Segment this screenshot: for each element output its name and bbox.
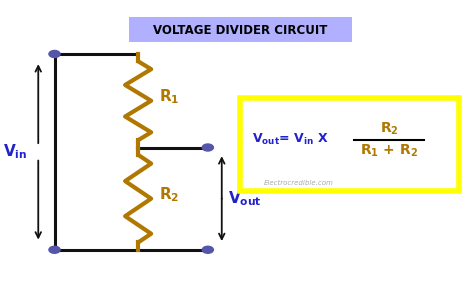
Text: $\mathbf{R_2}$: $\mathbf{R_2}$ bbox=[380, 121, 398, 137]
Text: $\mathbf{R_1}$: $\mathbf{R_1}$ bbox=[159, 87, 180, 106]
Circle shape bbox=[202, 246, 213, 253]
Text: $\mathbf{R_1}$ + $\mathbf{R_2}$: $\mathbf{R_1}$ + $\mathbf{R_2}$ bbox=[360, 143, 418, 159]
Text: $\mathbf{V_{in}}$: $\mathbf{V_{in}}$ bbox=[3, 142, 27, 161]
Circle shape bbox=[49, 246, 60, 253]
Circle shape bbox=[49, 50, 60, 58]
Text: $\mathbf{R_2}$: $\mathbf{R_2}$ bbox=[159, 185, 180, 204]
Text: Electrocredible.com: Electrocredible.com bbox=[264, 180, 333, 186]
Circle shape bbox=[202, 144, 213, 151]
Text: $\mathbf{V_{out}}$= $\mathbf{V_{in}}$ X: $\mathbf{V_{out}}$= $\mathbf{V_{in}}$ X bbox=[252, 132, 328, 148]
Text: VOLTAGE DIVIDER CIRCUIT: VOLTAGE DIVIDER CIRCUIT bbox=[153, 24, 328, 37]
Text: $\mathbf{V_{out}}$: $\mathbf{V_{out}}$ bbox=[228, 189, 262, 208]
FancyBboxPatch shape bbox=[240, 98, 459, 191]
FancyBboxPatch shape bbox=[129, 17, 352, 42]
